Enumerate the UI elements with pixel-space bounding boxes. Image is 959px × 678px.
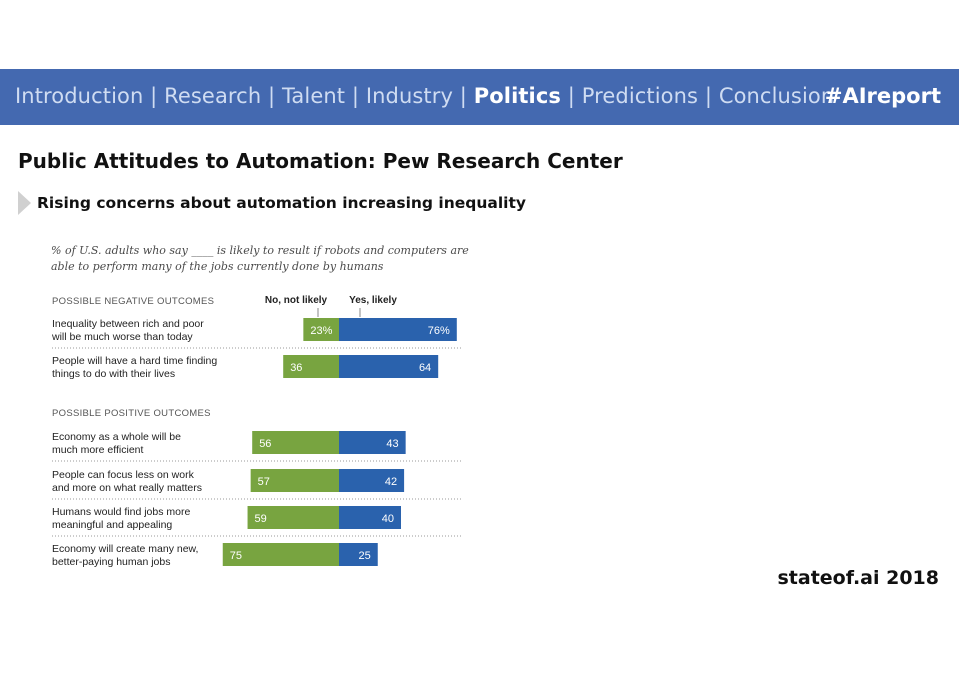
nav-separator: |: [698, 84, 719, 108]
hashtag[interactable]: #AIreport: [824, 84, 941, 108]
bar-no-label: 23%: [310, 325, 332, 337]
bar-yes: [339, 355, 439, 378]
bar-yes-label: 25: [359, 550, 371, 562]
bar-yes-label: 64: [419, 362, 431, 374]
nav-item-politics[interactable]: Politics: [473, 84, 561, 108]
row-label: much more efficient: [52, 444, 144, 456]
group-header: POSSIBLE POSITIVE OUTCOMES: [52, 408, 211, 419]
row-label: Humans would find jobs more: [52, 506, 190, 518]
bar-yes-label: 76%: [428, 325, 450, 337]
slide-title: Public Attitudes to Automation: Pew Rese…: [18, 149, 623, 173]
row-label: meaningful and appealing: [52, 519, 172, 531]
bar-no-label: 56: [259, 438, 271, 450]
nav-item-introduction[interactable]: Introduction: [15, 84, 144, 108]
nav-separator: |: [143, 84, 165, 108]
bar-no: [222, 543, 339, 566]
row-label: will be much worse than today: [51, 331, 193, 343]
bar-yes: [339, 543, 378, 566]
bar-no-label: 75: [230, 550, 242, 562]
legend-no: No, not likely: [265, 295, 328, 306]
nav-item-predictions[interactable]: Predictions: [581, 84, 699, 108]
nav-bar: Introduction | Research | Talent | Indus…: [0, 69, 959, 125]
bar-no: [247, 506, 339, 529]
nav-separator: |: [261, 84, 282, 108]
bar-no: [303, 318, 339, 341]
nav-separator: |: [560, 84, 582, 108]
nav-item-conclusion[interactable]: Conclusion: [718, 84, 835, 108]
nav-separator: |: [345, 84, 366, 108]
row-label: Economy will create many new,: [52, 543, 198, 555]
bar-no: [283, 355, 339, 378]
row-label: things to do with their lives: [52, 368, 175, 380]
footer-brand: stateof.ai 2018: [777, 567, 939, 589]
row-label: Inequality between rich and poor: [52, 318, 204, 330]
row-label: People can focus less on work: [52, 469, 195, 481]
row-label: better-paying human jobs: [52, 556, 171, 568]
nav-item-talent[interactable]: Talent: [281, 84, 346, 108]
bar-no-label: 36: [290, 362, 302, 374]
chart-intro: % of U.S. adults who say ____ is likely …: [51, 244, 469, 273]
bar-no-label: 57: [258, 476, 270, 488]
bar-yes-label: 40: [382, 513, 394, 525]
bar-yes-label: 43: [386, 438, 398, 450]
nav-item-industry[interactable]: Industry: [365, 84, 454, 108]
legend-yes: Yes, likely: [349, 295, 397, 306]
bar-yes: [339, 506, 401, 529]
bar-no-label: 59: [255, 513, 267, 525]
bar-yes-label: 42: [385, 476, 397, 488]
row-label: Economy as a whole will be: [52, 431, 181, 443]
bar-no: [252, 431, 339, 454]
group-header: POSSIBLE NEGATIVE OUTCOMES: [52, 296, 214, 307]
bar-no: [250, 469, 339, 492]
chevron-right-icon: [18, 191, 31, 215]
nav-separator: |: [453, 84, 474, 108]
slide-subtitle: Rising concerns about automation increas…: [37, 194, 526, 212]
nav-item-research[interactable]: Research: [164, 84, 262, 108]
row-label: People will have a hard time finding: [52, 355, 217, 367]
row-label: and more on what really matters: [52, 482, 202, 494]
bar-yes: [339, 431, 406, 454]
bar-yes: [339, 318, 457, 341]
nav-items: Introduction | Research | Talent | Indus…: [15, 84, 834, 108]
bar-yes: [339, 469, 405, 492]
